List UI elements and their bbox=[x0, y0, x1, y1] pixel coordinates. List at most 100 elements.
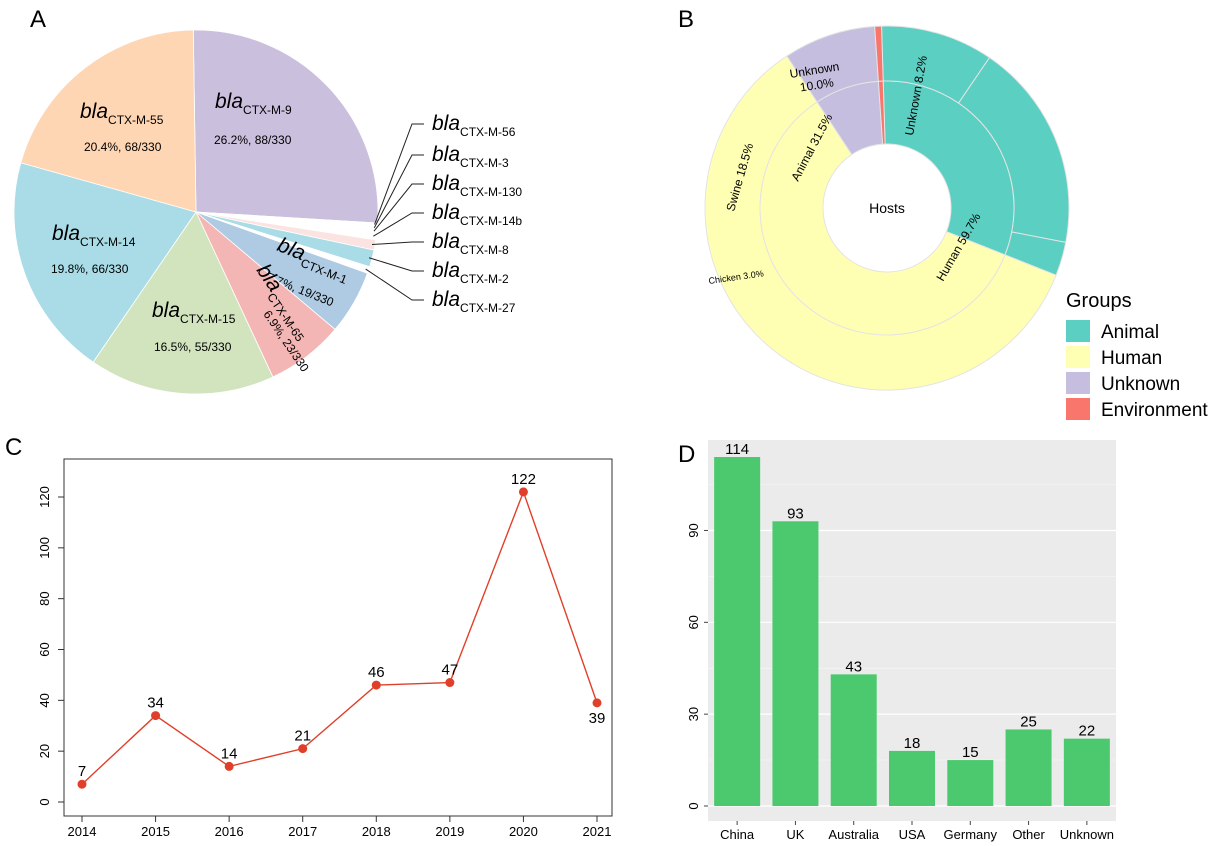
bar-value-germany: 15 bbox=[962, 744, 979, 761]
outer-label-animal-unknown: Unknown10.0% bbox=[789, 59, 843, 95]
bar-value-usa: 18 bbox=[904, 735, 921, 752]
pie-label-ctx-m-8: blaCTX-M-8 bbox=[432, 230, 509, 257]
x-tick-label-2017: 2017 bbox=[288, 824, 317, 839]
bar-usa bbox=[889, 750, 935, 806]
x-tick-label-unknown: Unknown bbox=[1060, 827, 1114, 842]
pie-slice-ctx-m-14 bbox=[13, 162, 197, 363]
x-tick-label-china: China bbox=[720, 827, 755, 842]
x-tick-label-2018: 2018 bbox=[362, 824, 391, 839]
x-tick-label-2021: 2021 bbox=[583, 824, 612, 839]
pie-label-ctx-m-55: blaCTX-M-55 bbox=[80, 100, 164, 127]
data-label-2018: 46 bbox=[368, 664, 385, 681]
panel-label-d: D bbox=[678, 441, 695, 468]
outer-segment-5-environment bbox=[874, 25, 884, 82]
pie-label-ctx-m-56: blaCTX-M-56 bbox=[432, 112, 516, 139]
y-tick-label-60: 60 bbox=[37, 642, 52, 656]
data-label-2019: 47 bbox=[442, 662, 459, 679]
sunburst-center-label: Hosts bbox=[869, 200, 905, 216]
panel-label-c: C bbox=[5, 434, 22, 461]
bar-value-uk: 93 bbox=[787, 505, 804, 522]
panel-label-a: A bbox=[30, 6, 46, 33]
legend-swatch-unknown bbox=[1066, 372, 1090, 394]
pie-callout-ctx-m-130 bbox=[373, 183, 424, 232]
x-tick-label-2016: 2016 bbox=[215, 824, 244, 839]
x-tick-label-usa: USA bbox=[899, 827, 926, 842]
bar-unknown bbox=[1063, 738, 1110, 806]
pie-label-ctx-m-15: blaCTX-M-15 bbox=[152, 299, 236, 326]
pie-slice-ctx-m-15 bbox=[92, 211, 274, 395]
data-label-2014: 7 bbox=[78, 763, 86, 780]
data-label-2016: 14 bbox=[221, 745, 238, 762]
x-tick-label-2019: 2019 bbox=[435, 824, 464, 839]
data-point-2016 bbox=[224, 761, 234, 771]
y-tick-label-120: 120 bbox=[37, 486, 52, 508]
pie-label-ctx-m-27: blaCTX-M-27 bbox=[432, 288, 516, 315]
outer-segment-3-human bbox=[704, 55, 1057, 391]
legend-label-environment: Environment bbox=[1101, 400, 1208, 421]
bar-china bbox=[714, 457, 761, 806]
bar-value-unknown: 22 bbox=[1079, 723, 1096, 740]
bar-chart-d: 0 30 60 90 114 China 93 UK 43 Australia 18 USA 15 Ger… bbox=[686, 440, 1116, 842]
x-tick-label-germany: Germany bbox=[944, 827, 998, 842]
y-tick-label-0: 0 bbox=[37, 798, 52, 805]
pie-label-ctx-m-14b: blaCTX-M-14b bbox=[432, 201, 522, 228]
y-tick-label-90: 90 bbox=[686, 523, 701, 537]
data-label-2015: 34 bbox=[147, 695, 164, 712]
pie-label-ctx-m-14: blaCTX-M-14 bbox=[52, 222, 136, 249]
data-point-2019 bbox=[445, 678, 455, 688]
x-tick-label-2015: 2015 bbox=[141, 824, 170, 839]
data-point-2017 bbox=[298, 744, 308, 754]
data-label-2021: 39 bbox=[589, 710, 606, 727]
x-tick-label-australia: Australia bbox=[828, 827, 879, 842]
y-tick-label-60: 60 bbox=[686, 615, 701, 629]
data-point-2014 bbox=[77, 779, 87, 789]
x-tick-label-other: Other bbox=[1012, 827, 1045, 842]
data-point-2018 bbox=[371, 680, 381, 690]
legend-title: Groups bbox=[1066, 290, 1132, 312]
pie-detail-ctx-m-9: 26.2%, 88/330 bbox=[214, 133, 292, 147]
y-tick-label-100: 100 bbox=[37, 537, 52, 559]
pie-slice-ctx-m-55 bbox=[20, 29, 197, 213]
line-chart-c: 0 20 40 60 80 100 120 2014 2015 2016 2017 2018 2019 2… bbox=[37, 458, 613, 839]
y-tick-label-80: 80 bbox=[37, 591, 52, 605]
pie-detail-ctx-m-55: 20.4%, 68/330 bbox=[84, 140, 162, 154]
pie-callout-ctx-m-56 bbox=[374, 123, 424, 225]
y-tick-label-20: 20 bbox=[37, 744, 52, 758]
legend-swatch-human bbox=[1066, 346, 1090, 368]
legend-label-animal: Animal bbox=[1101, 322, 1159, 343]
pie-callout-ctx-m-3 bbox=[373, 154, 424, 229]
pie-label-ctx-m-3: blaCTX-M-3 bbox=[432, 143, 509, 170]
x-tick-label-2014: 2014 bbox=[68, 824, 97, 839]
legend-label-human: Human bbox=[1101, 348, 1162, 369]
plot-frame bbox=[63, 458, 613, 817]
legend-label-unknown: Unknown bbox=[1101, 374, 1180, 395]
bar-australia bbox=[830, 674, 877, 806]
bar-germany bbox=[947, 760, 994, 806]
pie-label-ctx-m-130: blaCTX-M-130 bbox=[432, 172, 522, 199]
data-label-2017: 21 bbox=[294, 728, 311, 745]
legend-swatch-environment bbox=[1066, 398, 1090, 420]
bar-value-other: 25 bbox=[1020, 713, 1037, 730]
pie-chart-a: blaCTX-M-9 26.2%, 88/330 blaCTX-M-56 blaCTX… bbox=[13, 29, 522, 395]
pie-callout-ctx-m-14b bbox=[373, 212, 424, 237]
panel-label-b: B bbox=[678, 6, 694, 33]
pie-slice-ctx-m-9 bbox=[192, 29, 379, 224]
data-point-2015 bbox=[151, 711, 161, 721]
bar-value-china: 114 bbox=[725, 441, 749, 458]
pie-callout-ctx-m-2 bbox=[368, 257, 424, 272]
pie-label-ctx-m-2: blaCTX-M-2 bbox=[432, 259, 509, 286]
y-tick-label-30: 30 bbox=[686, 707, 701, 721]
series-line bbox=[81, 489, 598, 785]
data-point-2021 bbox=[592, 698, 602, 708]
y-tick-label-0: 0 bbox=[686, 802, 701, 809]
pie-detail-ctx-m-15: 16.5%, 55/330 bbox=[154, 340, 232, 354]
pie-callout-ctx-m-27 bbox=[365, 268, 424, 301]
bar-uk bbox=[772, 521, 819, 806]
x-tick-label-2020: 2020 bbox=[509, 824, 538, 839]
bar-value-australia: 43 bbox=[845, 658, 862, 675]
pie-callout-ctx-m-8 bbox=[371, 241, 424, 246]
bar-other bbox=[1005, 729, 1052, 806]
data-label-2020: 122 bbox=[511, 471, 536, 488]
pie-detail-ctx-m-14: 19.8%, 66/330 bbox=[51, 262, 129, 276]
